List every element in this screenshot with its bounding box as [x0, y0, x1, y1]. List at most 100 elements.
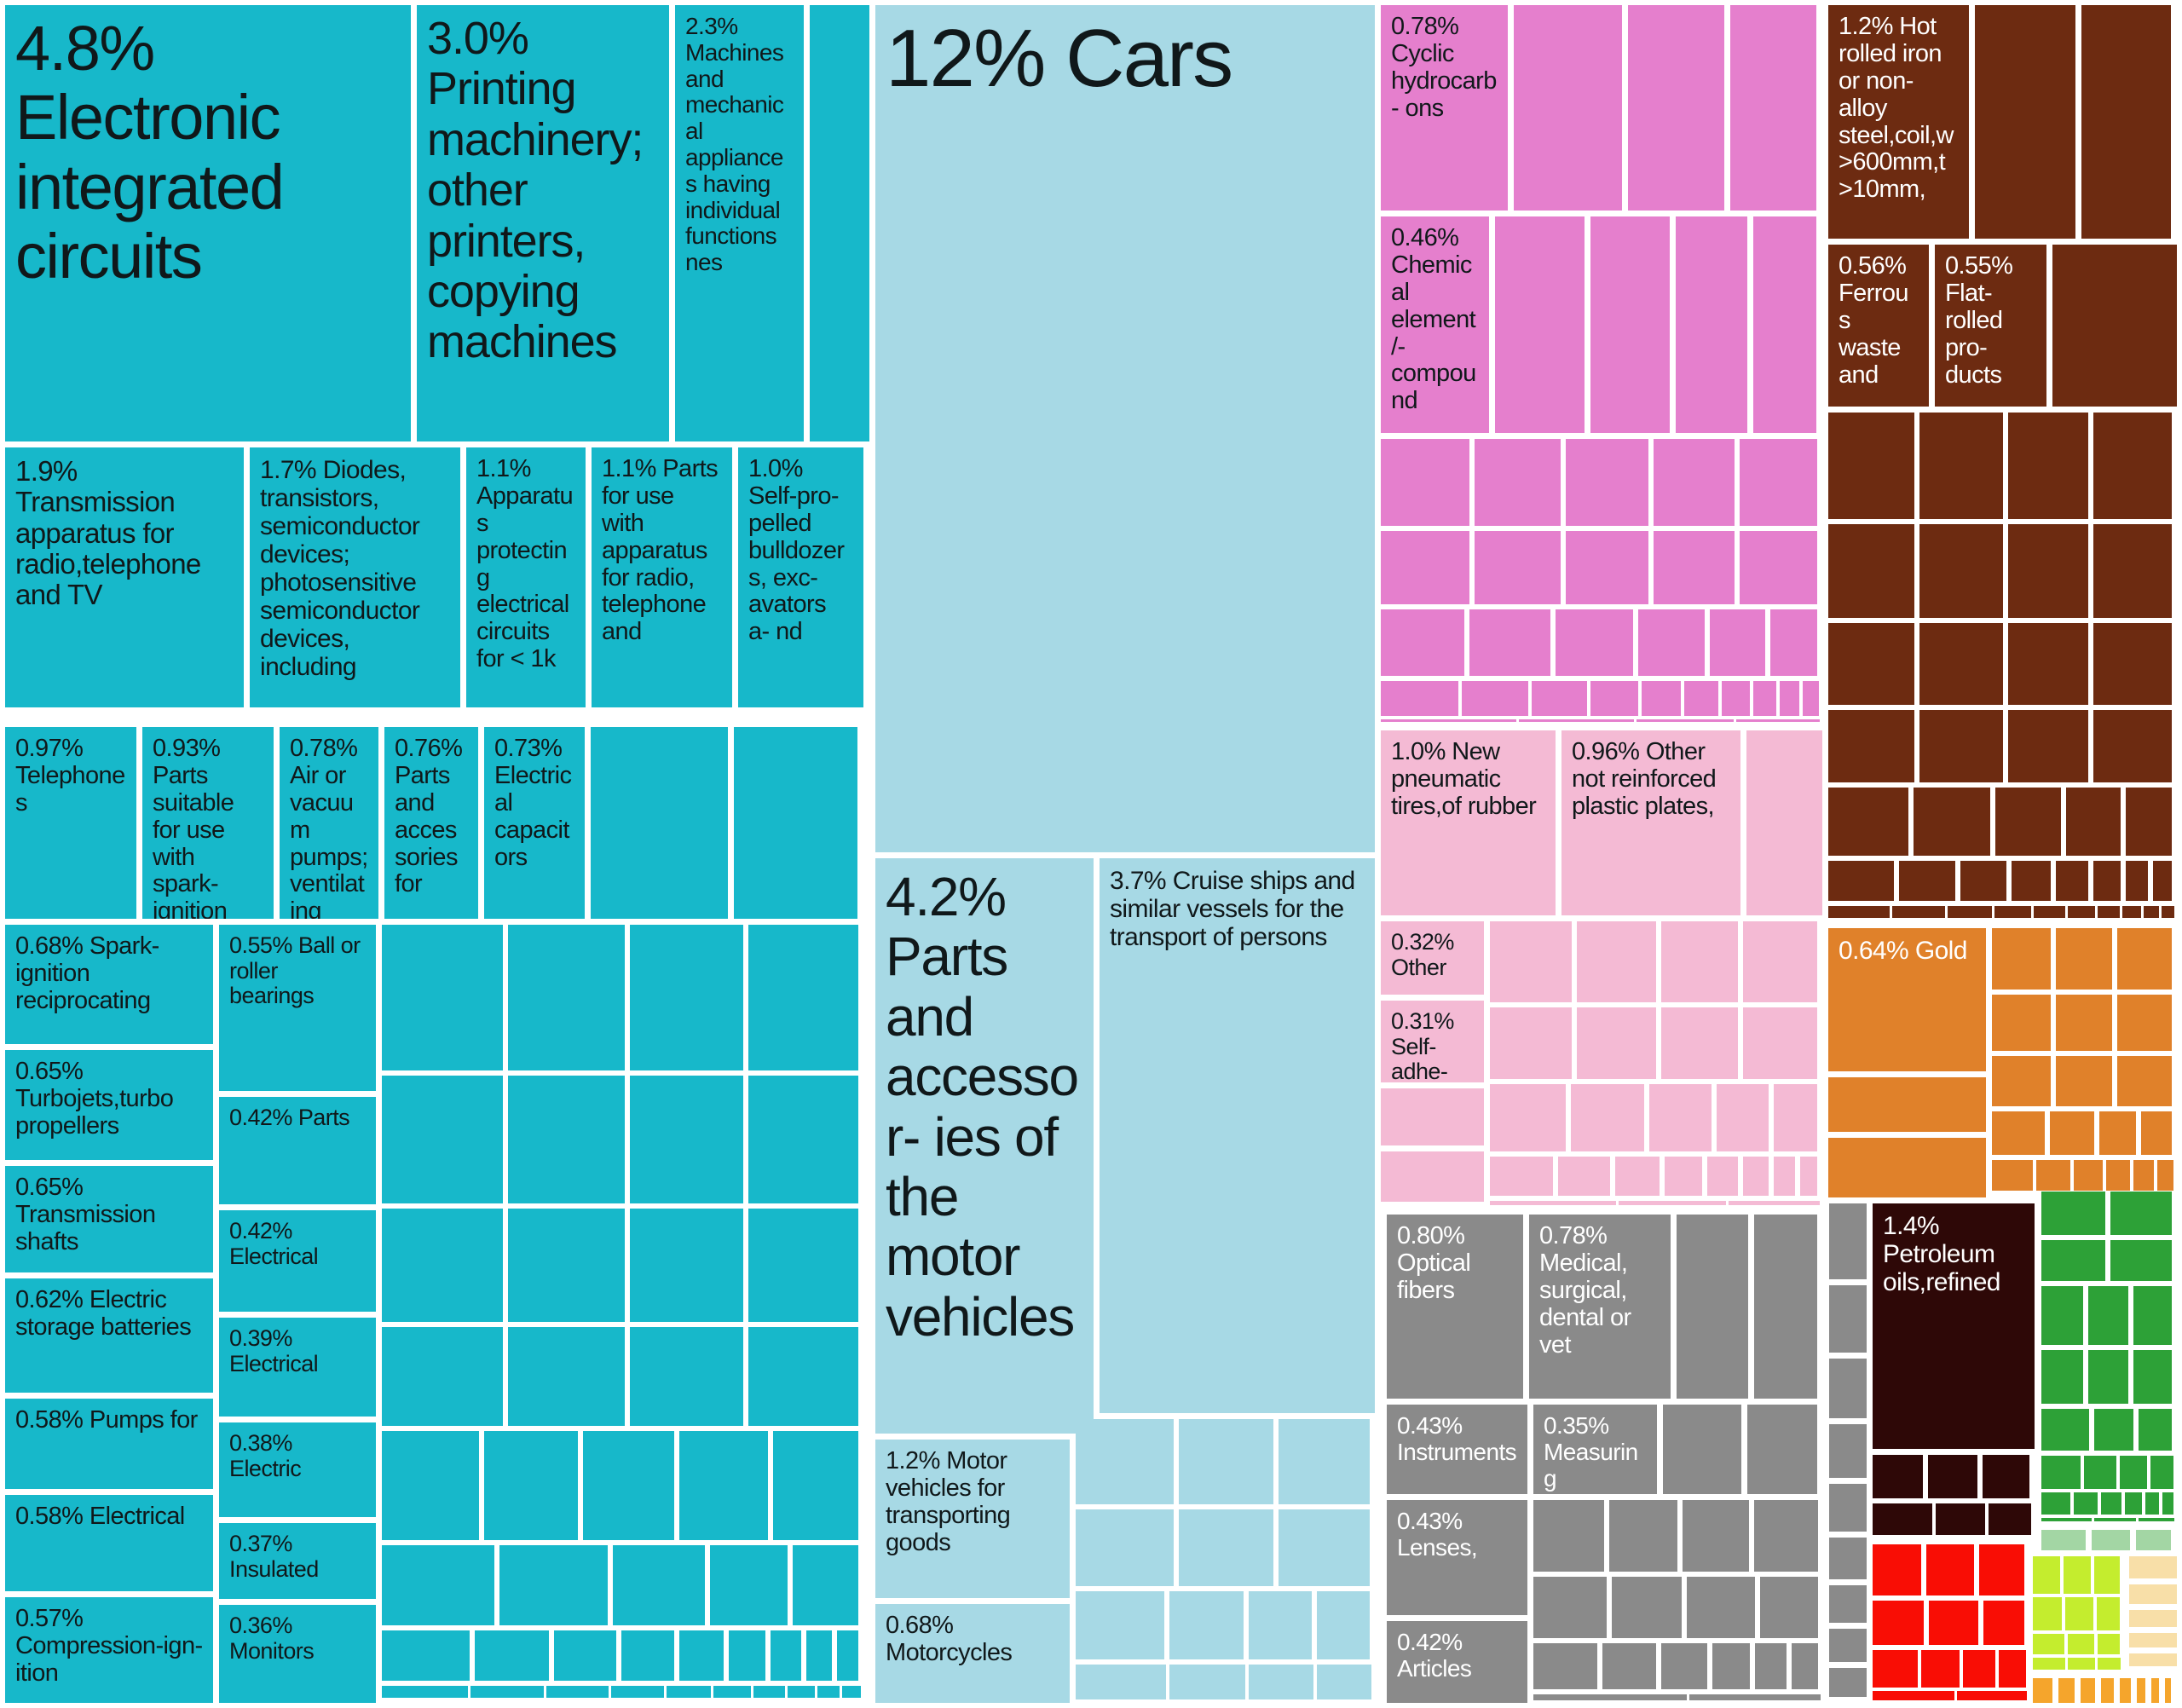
treemap-cell-misc-green[interactable] — [2125, 1492, 2142, 1515]
treemap-cell-chemicals[interactable] — [1531, 680, 1588, 717]
treemap-cell-0-80-optical-fibers[interactable]: 0.80% Optical fibers — [1387, 1215, 1523, 1399]
treemap-cell-misc-tan[interactable] — [2129, 1584, 2177, 1605]
treemap-cell-chemicals[interactable] — [1627, 5, 1724, 211]
treemap-cell-misc-red[interactable] — [1873, 1601, 1924, 1646]
treemap-cell-chemicals[interactable] — [1638, 609, 1705, 676]
treemap-cell-iron-steel[interactable] — [1828, 622, 1914, 705]
treemap-cell-machinery-electronics[interactable] — [474, 1630, 549, 1682]
treemap-cell-misc-orange[interactable] — [2164, 1678, 2171, 1703]
treemap-cell-iron-steel[interactable] — [2065, 787, 2121, 857]
treemap-cell-0-58-pumps-for[interactable]: 0.58% Pumps for — [5, 1399, 213, 1489]
treemap-cell-precious-metals[interactable] — [1828, 1138, 1986, 1197]
treemap-cell-0-42-parts[interactable]: 0.42% Parts — [219, 1097, 376, 1204]
treemap-cell-misc-chartreuse[interactable] — [2033, 1597, 2062, 1630]
treemap-cell-4-2-parts-and-accessor-ies-of-the-motor-[interactable]: 4.2% Parts and accessor- ies of the moto… — [875, 858, 1094, 1434]
treemap-cell-chemicals[interactable] — [1381, 680, 1459, 717]
treemap-cell-iron-steel[interactable] — [1975, 5, 2075, 239]
treemap-cell-machinery-electronics[interactable] — [630, 1075, 744, 1204]
treemap-cell-0-42-electrical[interactable]: 0.42% Electrical — [219, 1210, 376, 1312]
treemap-cell-0-78-air-or-vacuum-pumps-ventilating[interactable]: 0.78% Air or vacuum pumps; ventilating — [280, 727, 378, 919]
treemap-cell-optics-instruments[interactable] — [1611, 1577, 1683, 1638]
treemap-cell-rubber-plastics[interactable] — [1570, 1083, 1644, 1151]
treemap-cell-misc-green[interactable] — [2087, 1350, 2128, 1404]
treemap-cell-misc-chartreuse[interactable] — [2033, 1657, 2066, 1670]
treemap-cell-0-58-electrical[interactable]: 0.58% Electrical — [5, 1495, 213, 1591]
treemap-cell-iron-steel[interactable] — [1828, 413, 1914, 519]
treemap-cell-misc-green[interactable] — [2150, 1456, 2173, 1490]
treemap-cell-chemicals[interactable] — [1475, 439, 1561, 526]
treemap-cell-3-7-cruise-ships-and-similar-vessels-for[interactable]: 3.7% Cruise ships and similar vessels fo… — [1100, 858, 1375, 1413]
treemap-cell-chemicals[interactable] — [1739, 439, 1817, 526]
treemap-cell-optics-instruments[interactable] — [1608, 1500, 1678, 1572]
treemap-cell-optics-instruments[interactable] — [1533, 1500, 1604, 1572]
treemap-cell-optics-instruments[interactable] — [1533, 1694, 1688, 1700]
treemap-cell-misc-orange[interactable] — [2081, 1678, 2096, 1703]
treemap-cell-rubber-plastics[interactable] — [1490, 1156, 1553, 1197]
treemap-cell-iron-steel[interactable] — [2125, 787, 2172, 857]
treemap-cell-precious-metals[interactable] — [2049, 1111, 2094, 1156]
treemap-cell-vehicles-ships[interactable] — [1316, 1591, 1370, 1659]
treemap-cell-vehicles-ships[interactable] — [1278, 1509, 1370, 1587]
treemap-cell-vehicles-ships[interactable] — [1249, 1664, 1313, 1699]
treemap-cell-0-37-insulated[interactable]: 0.37% Insulated — [219, 1523, 376, 1599]
treemap-cell-4-8-electronic-integrated-circuits[interactable]: 4.8% Electronic integrated circuits — [5, 5, 411, 441]
treemap-cell-0-65-turbojets-turbo-propellers[interactable]: 0.65% Turbojets,turbo propellers — [5, 1050, 213, 1160]
treemap-cell-misc-red[interactable] — [1926, 1544, 1974, 1596]
treemap-cell-rubber-plastics[interactable] — [1742, 1156, 1769, 1197]
treemap-cell-chemicals[interactable] — [1676, 216, 1747, 433]
treemap-cell-misc-chartreuse[interactable] — [2033, 1556, 2061, 1595]
treemap-cell-misc-green[interactable] — [2041, 1456, 2081, 1490]
treemap-cell-iron-steel[interactable] — [2143, 906, 2159, 918]
treemap-cell-chemicals[interactable] — [1381, 439, 1469, 526]
treemap-cell-optics-instruments[interactable] — [1746, 1405, 1817, 1494]
treemap-cell-rubber-plastics[interactable] — [1615, 1156, 1660, 1197]
treemap-cell-chemicals[interactable] — [1381, 719, 1516, 722]
treemap-cell-iron-steel[interactable] — [1828, 787, 1908, 857]
treemap-cell-machinery-electronics[interactable] — [382, 925, 503, 1070]
treemap-cell-precious-metals[interactable] — [2116, 928, 2172, 990]
treemap-cell-precious-metals[interactable] — [2116, 1055, 2172, 1106]
treemap-cell-1-0-new-pneumatic-tires-of-rubber[interactable]: 1.0% New pneumatic tires,of rubber — [1381, 730, 1556, 915]
treemap-cell-machinery-electronics[interactable] — [382, 1686, 469, 1698]
treemap-cell-0-62-electric-storage-batteries[interactable]: 0.62% Electric storage batteries — [5, 1278, 213, 1393]
treemap-cell-iron-steel[interactable] — [2126, 861, 2149, 902]
treemap-cell-misc-tan[interactable] — [2129, 1653, 2177, 1666]
treemap-cell-iron-steel[interactable] — [1919, 710, 2003, 782]
treemap-cell-iron-steel[interactable] — [2093, 523, 2172, 618]
treemap-cell-12-cars[interactable]: 12% Cars — [875, 5, 1375, 852]
treemap-cell-machinery-electronics[interactable] — [679, 1431, 768, 1540]
treemap-cell-misc-green[interactable] — [2133, 1350, 2172, 1404]
treemap-cell-misc-green[interactable] — [2144, 1492, 2159, 1515]
treemap-cell-misc-orange[interactable] — [2058, 1678, 2075, 1703]
treemap-cell-misc-green[interactable] — [2110, 1240, 2172, 1282]
treemap-cell-machinery-electronics[interactable] — [841, 1686, 861, 1698]
treemap-cell-misc-red[interactable] — [1957, 1690, 2027, 1700]
treemap-cell-petroleum[interactable] — [1935, 1503, 1986, 1535]
treemap-cell-misc-green[interactable] — [2093, 1408, 2134, 1451]
treemap-cell-misc-green[interactable] — [2119, 1456, 2148, 1490]
treemap-cell-optics-instruments[interactable] — [1829, 1667, 1867, 1697]
treemap-cell-iron-steel[interactable] — [2093, 861, 2121, 902]
treemap-cell-rubber-plastics[interactable] — [1742, 1007, 1817, 1079]
treemap-cell-chemicals[interactable] — [1709, 609, 1766, 676]
treemap-cell-machinery-electronics[interactable] — [621, 1630, 674, 1682]
treemap-cell-vehicles-ships[interactable] — [1076, 1419, 1174, 1504]
treemap-cell-optics-instruments[interactable] — [1687, 1577, 1756, 1638]
treemap-cell-0-65-transmission-shafts[interactable]: 0.65% Transmission shafts — [5, 1166, 213, 1272]
treemap-cell-precious-metals[interactable] — [1828, 1077, 1986, 1132]
treemap-cell-rubber-plastics[interactable] — [1665, 1156, 1702, 1197]
treemap-cell-machinery-electronics[interactable] — [612, 1544, 705, 1625]
treemap-cell-rubber-plastics[interactable] — [1728, 1201, 1820, 1205]
treemap-cell-optics-instruments[interactable] — [1602, 1642, 1657, 1689]
treemap-cell-0-39-electrical[interactable]: 0.39% Electrical — [219, 1318, 376, 1417]
treemap-cell-precious-metals[interactable] — [2055, 928, 2112, 990]
treemap-cell-misc-green[interactable] — [2041, 1240, 2105, 1282]
treemap-cell-optics-instruments[interactable] — [1829, 1424, 1867, 1478]
treemap-cell-misc-red[interactable] — [1983, 1601, 2024, 1646]
treemap-cell-vehicles-ships[interactable] — [1278, 1419, 1370, 1504]
treemap-cell-0-43-instruments[interactable]: 0.43% Instruments — [1387, 1405, 1527, 1494]
treemap-cell-machinery-electronics[interactable] — [507, 1209, 626, 1322]
treemap-cell-precious-metals[interactable] — [2140, 1111, 2172, 1156]
treemap-cell-petroleum[interactable] — [1873, 1503, 1932, 1535]
treemap-cell-misc-orange[interactable] — [2101, 1678, 2115, 1703]
